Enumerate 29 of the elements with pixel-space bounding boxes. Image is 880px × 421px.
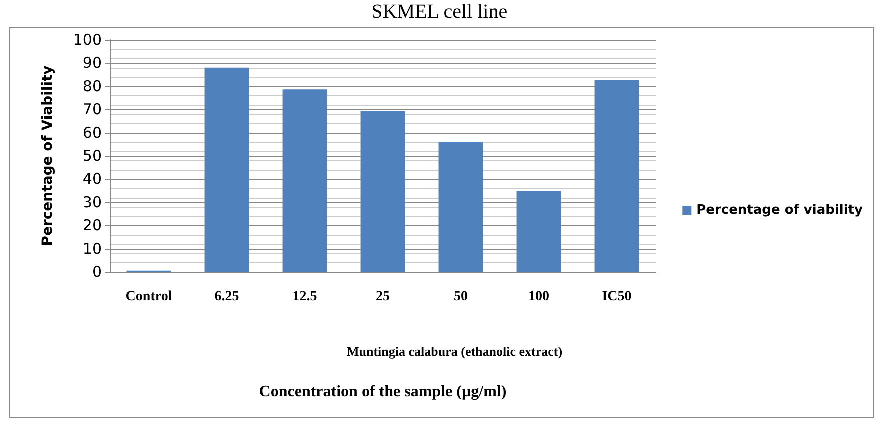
x-tick-label: Control bbox=[126, 290, 172, 304]
y-tick-label: 100 bbox=[73, 31, 102, 49]
bar bbox=[204, 68, 250, 272]
bar bbox=[282, 90, 328, 272]
y-tick-label: 20 bbox=[82, 216, 102, 235]
x-tick-label: 12.5 bbox=[292, 290, 318, 304]
bar bbox=[594, 80, 640, 272]
bar bbox=[360, 111, 406, 272]
y-tick-label: 40 bbox=[82, 170, 102, 188]
x-tick-label: 25 bbox=[376, 290, 390, 304]
y-tick-label: 80 bbox=[82, 77, 102, 96]
y-tick-label: 50 bbox=[82, 147, 102, 165]
text: Muntingia calabura (ethanolic extract) bbox=[347, 344, 563, 359]
legend-label: Percentage of viability bbox=[696, 203, 864, 218]
x-tick-label: 100 bbox=[528, 290, 550, 304]
bar bbox=[438, 142, 484, 272]
bar bbox=[516, 191, 562, 272]
y-tick-label: 30 bbox=[82, 193, 102, 212]
y-tick-label: 10 bbox=[82, 240, 102, 258]
x-tick-label: 50 bbox=[454, 290, 468, 304]
y-tick-label: 90 bbox=[82, 54, 102, 72]
chart-title: SKMEL cell line bbox=[372, 1, 508, 23]
y-tick-label: 70 bbox=[82, 100, 102, 119]
y-tick-label: 0 bbox=[92, 263, 102, 281]
x-tick-label: IC50 bbox=[602, 290, 632, 304]
y-tick-label: 60 bbox=[82, 124, 102, 142]
y-axis-title: Percentage of Viability bbox=[40, 66, 56, 246]
x-axis-title: Concentration of the sample (µg/ml) bbox=[259, 384, 507, 400]
x-tick-label: 6.25 bbox=[214, 290, 240, 304]
